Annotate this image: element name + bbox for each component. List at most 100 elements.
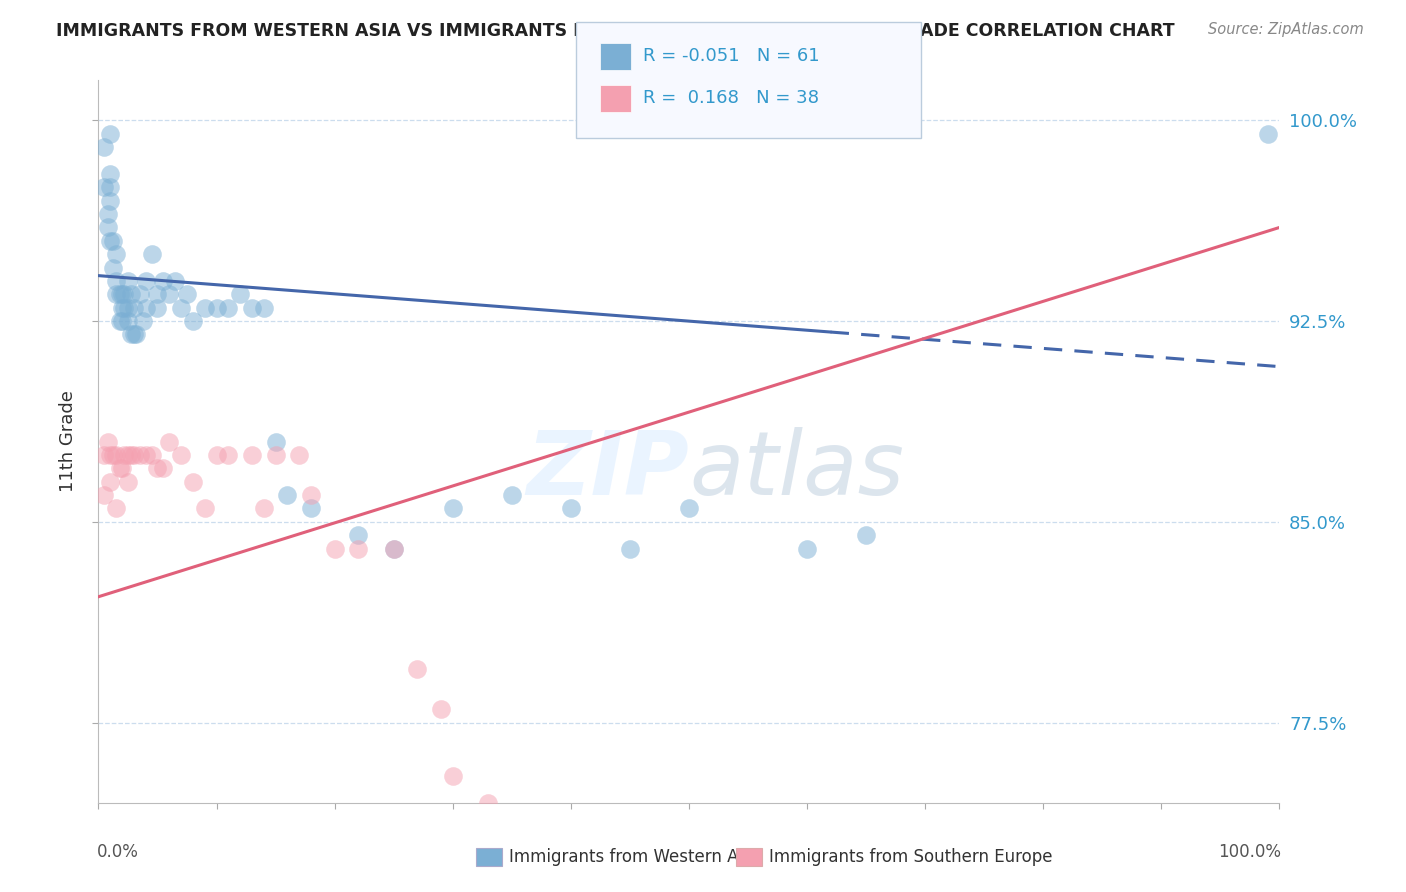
Text: R =  0.168   N = 38: R = 0.168 N = 38	[643, 89, 818, 107]
Point	[111, 287, 134, 301]
Point	[157, 434, 180, 449]
Point	[240, 301, 263, 315]
Point	[152, 274, 174, 288]
Point	[141, 247, 163, 261]
Point	[253, 501, 276, 516]
Point	[98, 167, 121, 181]
Text: IMMIGRANTS FROM WESTERN ASIA VS IMMIGRANTS FROM SOUTHERN EUROPE 11TH GRADE CORRE: IMMIGRANTS FROM WESTERN ASIA VS IMMIGRAN…	[56, 22, 1175, 40]
Point	[1257, 127, 1279, 141]
Point	[112, 301, 135, 315]
Point	[117, 274, 139, 288]
Point	[117, 301, 139, 315]
Point	[205, 301, 228, 315]
Point	[128, 287, 150, 301]
Point	[382, 541, 405, 556]
Point	[441, 769, 464, 783]
Point	[121, 287, 143, 301]
Text: ZIP: ZIP	[526, 427, 689, 514]
Point	[264, 448, 287, 462]
Point	[181, 475, 204, 489]
Point	[121, 327, 143, 342]
Point	[105, 448, 128, 462]
Point	[98, 127, 121, 141]
Point	[264, 434, 287, 449]
Point	[430, 702, 453, 716]
Text: atlas: atlas	[689, 427, 904, 514]
Point	[176, 287, 198, 301]
Point	[135, 448, 157, 462]
Point	[111, 314, 134, 328]
Point	[165, 274, 187, 288]
Point	[101, 234, 124, 248]
Y-axis label: 11th Grade: 11th Grade	[59, 391, 77, 492]
Point	[347, 541, 370, 556]
Point	[111, 461, 134, 475]
Point	[105, 247, 128, 261]
Point	[132, 314, 155, 328]
Point	[93, 488, 115, 502]
Point	[98, 475, 121, 489]
Point	[288, 448, 311, 462]
Point	[98, 194, 121, 208]
Point	[93, 180, 115, 194]
Point	[122, 301, 145, 315]
Point	[205, 448, 228, 462]
Point	[112, 287, 135, 301]
Point	[441, 501, 464, 516]
Point	[141, 448, 163, 462]
Point	[382, 541, 405, 556]
Point	[121, 448, 143, 462]
Point	[125, 327, 148, 342]
Text: 0.0%: 0.0%	[97, 843, 139, 861]
Point	[97, 207, 120, 221]
Text: Immigrants from Western Asia: Immigrants from Western Asia	[509, 848, 762, 866]
Point	[128, 448, 150, 462]
Point	[117, 448, 139, 462]
Point	[93, 448, 115, 462]
Point	[323, 541, 346, 556]
Point	[105, 501, 128, 516]
Point	[111, 301, 134, 315]
Point	[276, 488, 298, 502]
Point	[347, 528, 370, 542]
Point	[477, 796, 499, 810]
Point	[98, 448, 121, 462]
Point	[796, 541, 818, 556]
Point	[299, 501, 322, 516]
Point	[217, 301, 239, 315]
Point	[170, 301, 193, 315]
Point	[229, 287, 252, 301]
Point	[98, 180, 121, 194]
Text: Source: ZipAtlas.com: Source: ZipAtlas.com	[1208, 22, 1364, 37]
Point	[152, 461, 174, 475]
Point	[101, 260, 124, 275]
Point	[146, 461, 169, 475]
Text: R = -0.051   N = 61: R = -0.051 N = 61	[643, 47, 820, 65]
Bar	[477, 847, 502, 865]
Bar	[737, 847, 762, 865]
Point	[93, 140, 115, 154]
Point	[108, 314, 131, 328]
Point	[122, 448, 145, 462]
Point	[217, 448, 239, 462]
Point	[253, 301, 276, 315]
Point	[855, 528, 877, 542]
Point	[97, 220, 120, 235]
Point	[299, 488, 322, 502]
Point	[146, 301, 169, 315]
Point	[181, 314, 204, 328]
Point	[105, 287, 128, 301]
Point	[108, 461, 131, 475]
Point	[97, 434, 120, 449]
Point	[170, 448, 193, 462]
Point	[117, 314, 139, 328]
Point	[122, 327, 145, 342]
Text: Immigrants from Southern Europe: Immigrants from Southern Europe	[769, 848, 1053, 866]
Point	[501, 488, 523, 502]
Point	[108, 287, 131, 301]
Point	[146, 287, 169, 301]
Point	[101, 448, 124, 462]
Point	[105, 274, 128, 288]
Point	[678, 501, 700, 516]
Point	[560, 501, 582, 516]
